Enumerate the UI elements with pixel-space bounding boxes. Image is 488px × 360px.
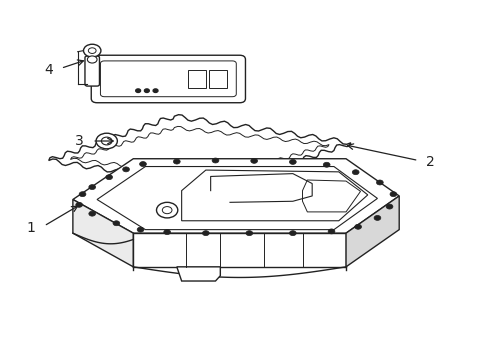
Circle shape bbox=[96, 133, 117, 149]
Polygon shape bbox=[49, 115, 350, 189]
Circle shape bbox=[122, 167, 129, 172]
Circle shape bbox=[376, 180, 383, 185]
Circle shape bbox=[136, 89, 140, 93]
Circle shape bbox=[354, 224, 361, 229]
Circle shape bbox=[389, 192, 396, 197]
Circle shape bbox=[153, 89, 158, 93]
Circle shape bbox=[76, 202, 82, 207]
Circle shape bbox=[289, 231, 296, 236]
Circle shape bbox=[79, 192, 86, 197]
Circle shape bbox=[89, 211, 95, 216]
Circle shape bbox=[144, 89, 149, 93]
Circle shape bbox=[386, 204, 392, 209]
Circle shape bbox=[373, 215, 380, 220]
Polygon shape bbox=[346, 196, 398, 267]
FancyBboxPatch shape bbox=[187, 71, 205, 88]
Circle shape bbox=[212, 158, 219, 163]
Text: 4: 4 bbox=[45, 63, 53, 77]
Polygon shape bbox=[73, 199, 133, 267]
Circle shape bbox=[173, 159, 180, 164]
FancyBboxPatch shape bbox=[100, 61, 236, 97]
Circle shape bbox=[351, 170, 358, 175]
Circle shape bbox=[250, 158, 257, 163]
Circle shape bbox=[137, 227, 143, 232]
Circle shape bbox=[139, 162, 146, 167]
Text: 2: 2 bbox=[425, 154, 434, 168]
Polygon shape bbox=[133, 233, 346, 267]
Circle shape bbox=[327, 229, 334, 234]
Polygon shape bbox=[97, 84, 239, 99]
Circle shape bbox=[323, 162, 329, 167]
Circle shape bbox=[105, 175, 112, 180]
Circle shape bbox=[87, 56, 97, 63]
FancyBboxPatch shape bbox=[208, 71, 226, 88]
Text: 3: 3 bbox=[75, 134, 84, 148]
Circle shape bbox=[202, 231, 209, 236]
Circle shape bbox=[113, 221, 120, 226]
FancyBboxPatch shape bbox=[85, 56, 99, 86]
Text: 1: 1 bbox=[27, 221, 36, 235]
Circle shape bbox=[156, 202, 178, 218]
Polygon shape bbox=[97, 167, 377, 230]
Circle shape bbox=[163, 230, 170, 235]
Circle shape bbox=[289, 159, 296, 165]
Circle shape bbox=[89, 185, 95, 190]
Polygon shape bbox=[97, 59, 239, 84]
Circle shape bbox=[83, 44, 101, 57]
Circle shape bbox=[245, 231, 252, 236]
Polygon shape bbox=[73, 159, 398, 233]
Polygon shape bbox=[177, 267, 220, 281]
FancyBboxPatch shape bbox=[91, 55, 245, 103]
